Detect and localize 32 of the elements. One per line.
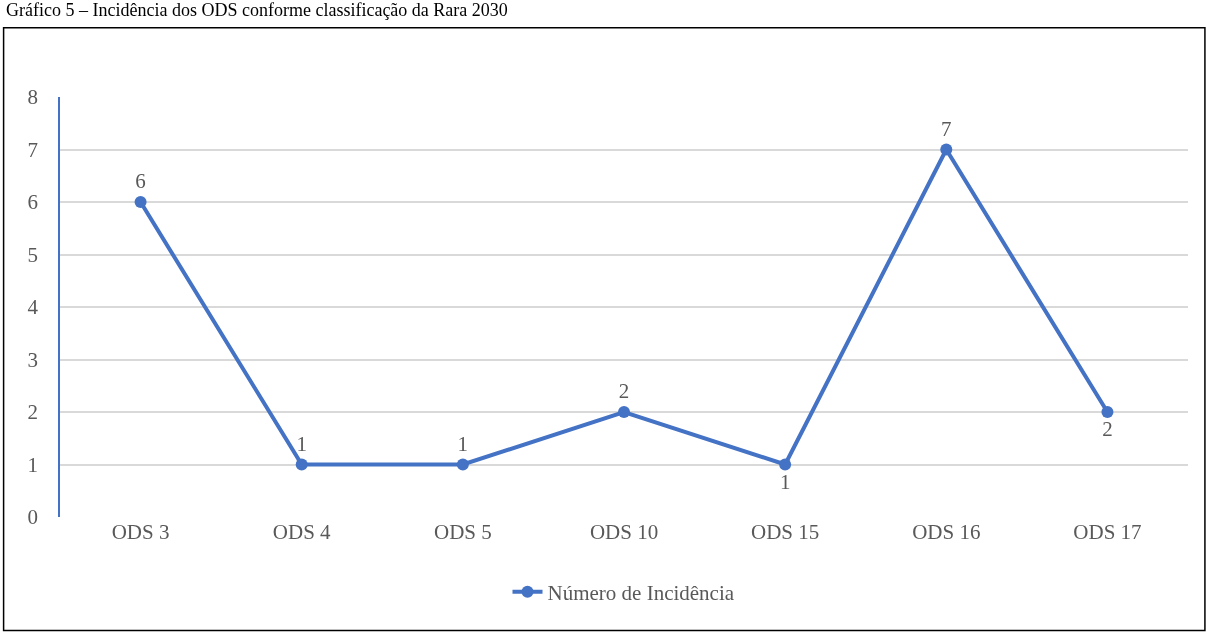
x-tick-label: ODS 15 (751, 520, 820, 544)
y-tick-label: 3 (27, 347, 39, 372)
y-tick-label: 8 (27, 85, 39, 110)
x-tick-label: ODS 16 (912, 520, 981, 544)
x-tick-label: ODS 4 (272, 520, 332, 544)
data-label: 2 (618, 379, 630, 404)
y-tick-label: 2 (27, 400, 39, 425)
y-tick-label: 0 (27, 505, 39, 530)
point (779, 458, 792, 471)
data-label: 7 (941, 116, 952, 141)
point (1101, 406, 1114, 418)
x-tick-label: ODS 5 (433, 520, 492, 544)
y-tick-label: 1 (27, 452, 39, 477)
data-label: 1 (296, 431, 307, 456)
data-label: 1 (779, 469, 791, 494)
point (940, 143, 953, 156)
point (618, 406, 630, 418)
point (295, 458, 308, 471)
y-tick-label: 4 (27, 295, 39, 320)
legend-label: Número de Incidência (547, 580, 735, 605)
x-tick-label: ODS 10 (589, 520, 659, 544)
point (134, 196, 147, 208)
data-label: 2 (1102, 417, 1113, 442)
chart-title: Gráfico 5 – Incidência dos ODS conforme classificação da Rara 2030 (6, 0, 508, 20)
data-label: 6 (135, 169, 146, 194)
y-tick-label: 5 (27, 242, 39, 267)
data-label: 1 (457, 431, 469, 456)
x-tick-label: ODS 3 (111, 520, 170, 544)
x-tick-label: ODS 17 (1073, 520, 1142, 544)
point (456, 458, 469, 471)
y-tick-label: 6 (27, 190, 39, 215)
y-tick-label: 7 (27, 137, 39, 162)
